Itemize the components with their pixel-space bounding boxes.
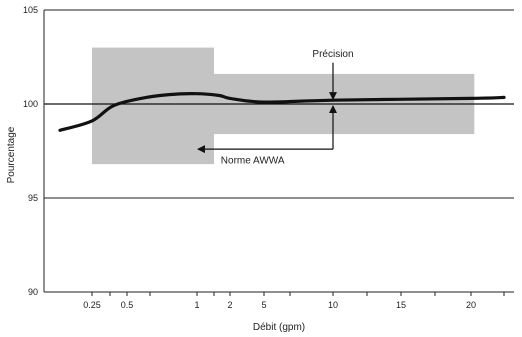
- y-tick-label-100: 100: [23, 99, 38, 109]
- x-tick-label-1: 1: [194, 300, 199, 310]
- x-axis-title: Débit (gpm): [253, 322, 305, 333]
- ticks-layer: 90 95 100 105 0.25 0.5 1 2 5 10 15 20: [23, 5, 505, 310]
- annotation-precision-label: Précision: [312, 49, 353, 60]
- y-axis-title: Pourcentage: [6, 126, 17, 183]
- x-tick-label-5: 5: [261, 300, 266, 310]
- x-tick-label-0.5: 0.5: [121, 300, 134, 310]
- y-tick-label-105: 105: [23, 5, 38, 15]
- x-tick-label-0.25: 0.25: [83, 300, 101, 310]
- x-tick-label-15: 15: [396, 300, 406, 310]
- y-tick-label-95: 95: [28, 193, 38, 203]
- x-tick-label-10: 10: [328, 300, 338, 310]
- series-layer: [58, 92, 506, 132]
- y-tick-label-90: 90: [28, 287, 38, 297]
- x-tick-label-20: 20: [466, 300, 476, 310]
- axes-layer: [43, 10, 514, 293]
- annotations-layer: Précision Norme AWWA: [197, 49, 354, 166]
- annotation-awwa-label: Norme AWWA: [221, 155, 285, 166]
- bands-layer: [92, 47, 475, 165]
- meter-accuracy-curve-0: [58, 92, 506, 132]
- x-tick-label-2: 2: [227, 300, 232, 310]
